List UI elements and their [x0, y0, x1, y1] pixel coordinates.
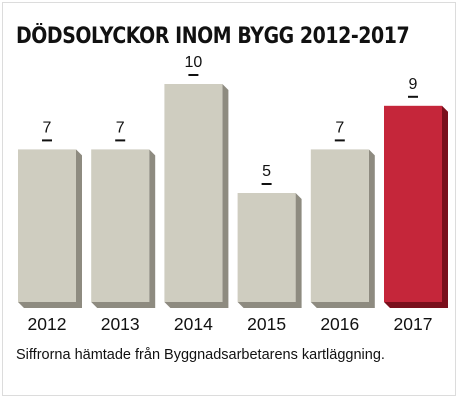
value-label-2017: 9	[409, 76, 418, 93]
x-tick-label-2016: 2016	[320, 314, 359, 334]
bar-2017	[384, 105, 442, 302]
chart-frame	[2, 2, 456, 396]
bar-2015	[237, 193, 296, 302]
bar-group-2015: 5 2015	[237, 163, 302, 334]
bar-group-2014: 10 2014	[164, 54, 229, 334]
value-label-2013: 7	[116, 119, 125, 136]
bar-2014	[164, 84, 223, 302]
x-tick-label-2013: 2013	[101, 314, 140, 334]
chart-title: DÖDSOLYCKOR INOM BYGG 2012-2017	[16, 24, 410, 49]
bar-2013	[91, 149, 150, 302]
x-tick-label-2014: 2014	[174, 314, 213, 334]
bar-group-2016: 7 2016	[310, 119, 375, 334]
value-label-2014: 10	[185, 54, 203, 71]
x-tick-label-2015: 2015	[247, 314, 286, 334]
value-label-2015: 5	[262, 163, 271, 180]
bar-2016	[310, 149, 369, 302]
bar-group-2013: 7 2013	[91, 119, 156, 334]
x-tick-label-2012: 2012	[28, 314, 67, 334]
bar-group-2017: 9 2017	[384, 76, 448, 334]
value-label-2016: 7	[335, 119, 344, 136]
bar-group-2012: 7 2012	[18, 119, 82, 334]
value-label-2012: 7	[43, 119, 52, 136]
bar-2012	[18, 149, 76, 302]
source-note: Siffrorna hämtade från Byggnadsarbetaren…	[16, 347, 385, 363]
x-tick-label-2017: 2017	[394, 314, 433, 334]
